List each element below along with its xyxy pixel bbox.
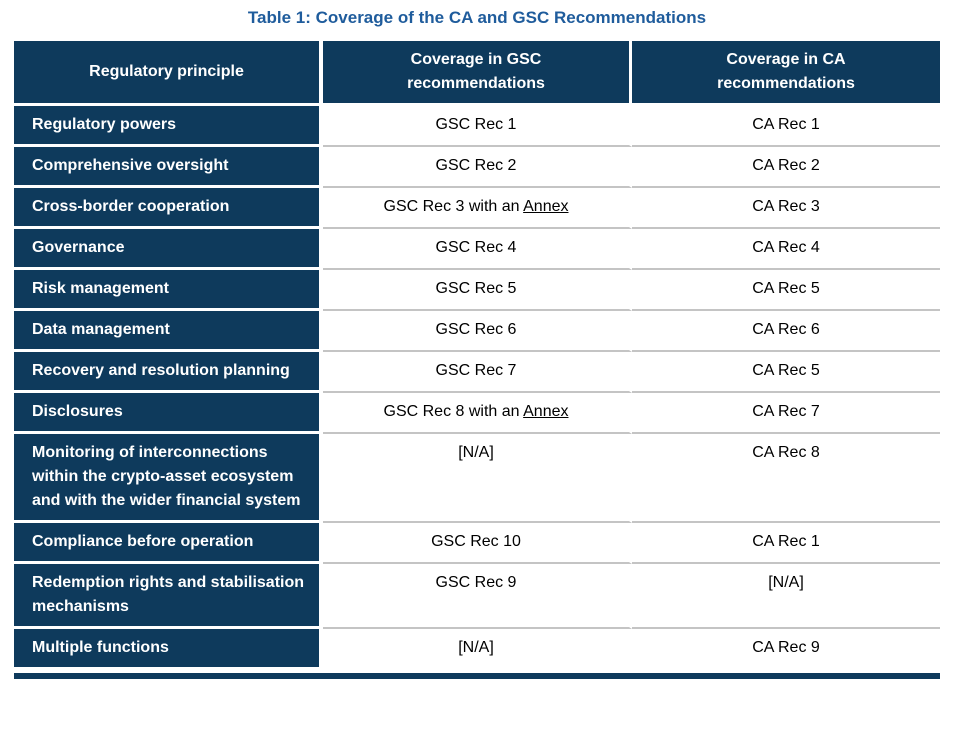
gsc-coverage-cell: GSC Rec 9 bbox=[323, 564, 632, 629]
regulatory-principle-cell: Compliance before operation bbox=[14, 523, 323, 564]
regulatory-principle-cell: Disclosures bbox=[14, 393, 323, 434]
cell-text: GSC Rec 2 bbox=[435, 157, 517, 174]
cell-text: CA Rec 8 bbox=[752, 444, 820, 461]
regulatory-principle-cell: Monitoring of interconnections within th… bbox=[14, 434, 323, 523]
table-row: Cross-border cooperation GSC Rec 3 with a… bbox=[14, 188, 940, 229]
regulatory-principle-cell: Comprehensive oversight bbox=[14, 147, 323, 188]
cell-text: GSC Rec 8 with an bbox=[383, 403, 524, 420]
regulatory-principle-cell: Multiple functions bbox=[14, 629, 323, 670]
gsc-coverage-cell: GSC Rec 5 bbox=[323, 270, 632, 311]
gsc-coverage-cell: GSC Rec 7 bbox=[323, 352, 632, 393]
ca-coverage-cell: CA Rec 1 bbox=[632, 106, 940, 147]
ca-coverage-cell: CA Rec 5 bbox=[632, 270, 940, 311]
regulatory-principle-cell: Risk management bbox=[14, 270, 323, 311]
gsc-coverage-cell: GSC Rec 2 bbox=[323, 147, 632, 188]
annex-link[interactable]: Annex bbox=[523, 198, 569, 215]
regulatory-principle-cell: Redemption rights and stabilisation mech… bbox=[14, 564, 323, 629]
table-row: Regulatory powers GSC Rec 1 CA Rec 1 bbox=[14, 106, 940, 147]
regulatory-principle-cell: Regulatory powers bbox=[14, 106, 323, 147]
table-row: Governance GSC Rec 4 CA Rec 4 bbox=[14, 229, 940, 270]
table-row: Multiple functions [N/A] CA Rec 9 bbox=[14, 629, 940, 670]
header-gsc-coverage: Coverage in GSC recommendations bbox=[323, 41, 632, 106]
regulatory-principle-cell: Recovery and resolution planning bbox=[14, 352, 323, 393]
ca-coverage-cell: CA Rec 8 bbox=[632, 434, 940, 523]
cell-text: CA Rec 1 bbox=[752, 533, 820, 550]
header-ca-coverage: Coverage in CA recommendations bbox=[632, 41, 940, 106]
table-row: Recovery and resolution planning GSC Rec … bbox=[14, 352, 940, 393]
table-row: Risk management GSC Rec 5 CA Rec 5 bbox=[14, 270, 940, 311]
cell-text: GSC Rec 1 bbox=[435, 116, 517, 133]
table-bottom-border bbox=[14, 673, 940, 679]
cell-text: GSC Rec 9 bbox=[435, 574, 517, 591]
table-row: Monitoring of interconnections within th… bbox=[14, 434, 940, 523]
table-row: Compliance before operation GSC Rec 10 CA … bbox=[14, 523, 940, 564]
ca-coverage-cell: CA Rec 4 bbox=[632, 229, 940, 270]
gsc-coverage-cell: GSC Rec 10 bbox=[323, 523, 632, 564]
cell-text: [N/A] bbox=[768, 574, 804, 591]
cell-text: CA Rec 9 bbox=[752, 639, 820, 656]
cell-text: CA Rec 1 bbox=[752, 116, 820, 133]
document-page: Table 1: Coverage of the CA and GSC Reco… bbox=[14, 8, 940, 679]
table-row: Comprehensive oversight GSC Rec 2 CA Rec 2 bbox=[14, 147, 940, 188]
cell-text: CA Rec 4 bbox=[752, 239, 820, 256]
ca-coverage-cell: CA Rec 9 bbox=[632, 629, 940, 670]
ca-coverage-cell: CA Rec 7 bbox=[632, 393, 940, 434]
gsc-coverage-cell: GSC Rec 1 bbox=[323, 106, 632, 147]
ca-coverage-cell: CA Rec 1 bbox=[632, 523, 940, 564]
cell-text: GSC Rec 3 with an bbox=[383, 198, 524, 215]
annex-link[interactable]: Annex bbox=[523, 403, 569, 420]
ca-coverage-cell: CA Rec 6 bbox=[632, 311, 940, 352]
header-row: Regulatory principle Coverage in GSC rec… bbox=[14, 41, 940, 106]
gsc-coverage-cell: GSC Rec 4 bbox=[323, 229, 632, 270]
cell-text: CA Rec 6 bbox=[752, 321, 820, 338]
gsc-coverage-cell: [N/A] bbox=[323, 629, 632, 670]
ca-coverage-cell: CA Rec 2 bbox=[632, 147, 940, 188]
gsc-coverage-cell: GSC Rec 8 with an Annex bbox=[323, 393, 632, 434]
regulatory-principle-cell: Cross-border cooperation bbox=[14, 188, 323, 229]
cell-text: GSC Rec 6 bbox=[435, 321, 517, 338]
cell-text: CA Rec 3 bbox=[752, 198, 820, 215]
ca-coverage-cell: CA Rec 3 bbox=[632, 188, 940, 229]
ca-coverage-cell: CA Rec 5 bbox=[632, 352, 940, 393]
table-body: Regulatory powers GSC Rec 1 CA Rec 1 Compre… bbox=[14, 106, 940, 670]
cell-text: CA Rec 2 bbox=[752, 157, 820, 174]
table-row: Data management GSC Rec 6 CA Rec 6 bbox=[14, 311, 940, 352]
gsc-coverage-cell: [N/A] bbox=[323, 434, 632, 523]
cell-text: GSC Rec 5 bbox=[435, 280, 517, 297]
table-header: Regulatory principle Coverage in GSC rec… bbox=[14, 41, 940, 106]
coverage-table: Regulatory principle Coverage in GSC rec… bbox=[14, 41, 940, 670]
ca-coverage-cell: [N/A] bbox=[632, 564, 940, 629]
cell-text: [N/A] bbox=[458, 444, 494, 461]
cell-text: GSC Rec 7 bbox=[435, 362, 517, 379]
cell-text: CA Rec 7 bbox=[752, 403, 820, 420]
table-row: Disclosures GSC Rec 8 with an Annex CA Rec… bbox=[14, 393, 940, 434]
regulatory-principle-cell: Data management bbox=[14, 311, 323, 352]
cell-text: [N/A] bbox=[458, 639, 494, 656]
cell-text: CA Rec 5 bbox=[752, 362, 820, 379]
header-gsc-coverage-label: Coverage in GSC recommendations bbox=[407, 51, 545, 92]
header-ca-coverage-label: Coverage in CA recommendations bbox=[717, 51, 855, 92]
cell-text: CA Rec 5 bbox=[752, 280, 820, 297]
table-row: Redemption rights and stabilisation mech… bbox=[14, 564, 940, 629]
gsc-coverage-cell: GSC Rec 6 bbox=[323, 311, 632, 352]
table-title: Table 1: Coverage of the CA and GSC Reco… bbox=[247, 8, 707, 27]
cell-text: GSC Rec 4 bbox=[435, 239, 517, 256]
gsc-coverage-cell: GSC Rec 3 with an Annex bbox=[323, 188, 632, 229]
header-regulatory-principle: Regulatory principle bbox=[14, 41, 323, 106]
cell-text: GSC Rec 10 bbox=[431, 533, 521, 550]
regulatory-principle-cell: Governance bbox=[14, 229, 323, 270]
